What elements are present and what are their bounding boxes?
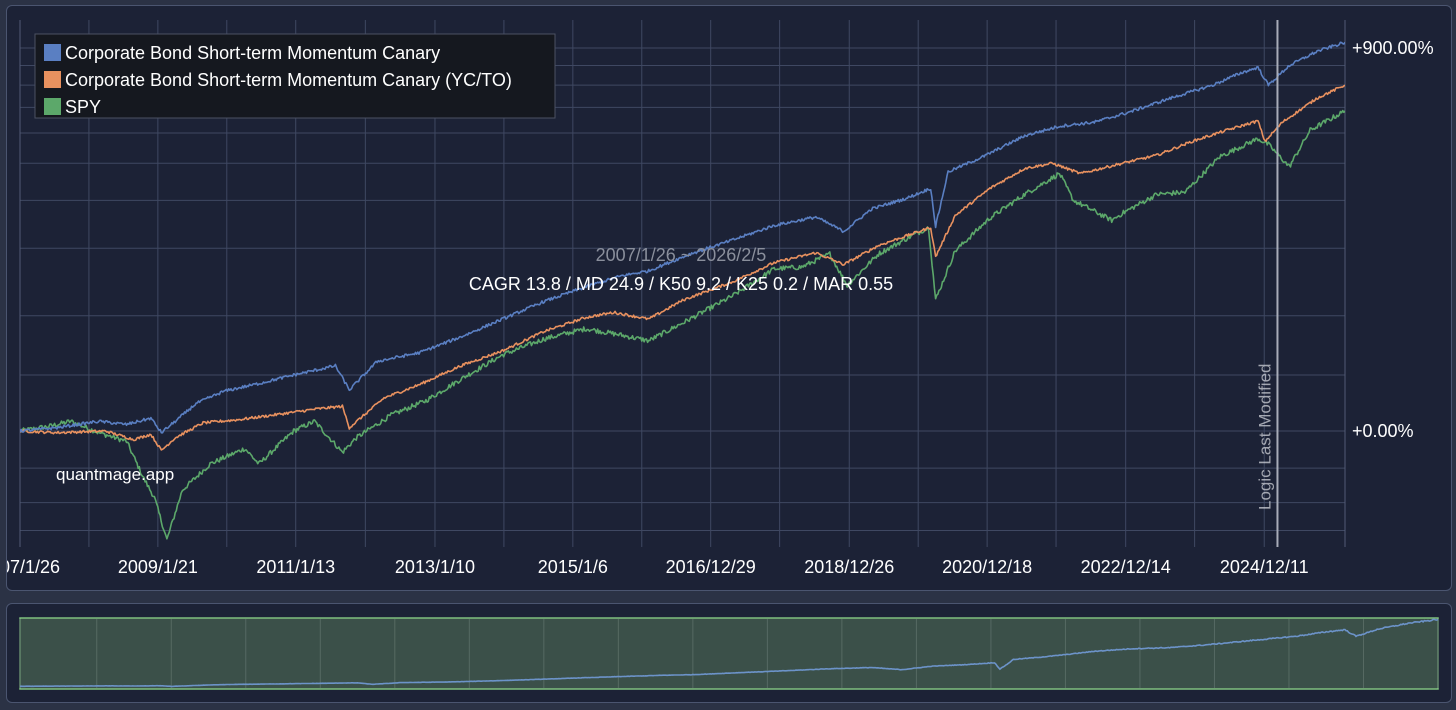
- x-tick-label: 2011/1/13: [256, 557, 335, 577]
- series-line-0: [20, 41, 1345, 434]
- series-line-2: [20, 109, 1345, 540]
- y-axis-ticks: +900.00% +0.00%: [1352, 38, 1434, 441]
- legend-label[interactable]: Corporate Bond Short-term Momentum Canar…: [65, 43, 440, 63]
- series-line-1: [20, 84, 1345, 451]
- x-tick-label: 2007/1/26: [0, 557, 60, 577]
- legend-box: [34, 33, 556, 119]
- navigator[interactable]: [19, 617, 1439, 690]
- x-tick-label: 2022/12/14: [1081, 557, 1171, 577]
- legend-label[interactable]: Corporate Bond Short-term Momentum Canar…: [65, 70, 512, 90]
- navigator-series-line: [19, 618, 1439, 688]
- legend-swatch: [44, 44, 61, 61]
- y-tick-label: +900.00%: [1352, 38, 1434, 58]
- x-tick-label: 2018/12/26: [804, 557, 894, 577]
- date-range-label: 2007/1/26 ~ 2026/2/5: [596, 245, 767, 265]
- navigator-window[interactable]: [19, 617, 1439, 690]
- x-tick-label: 2009/1/21: [118, 557, 198, 577]
- watermark-text: quantmage.app: [56, 465, 174, 484]
- stats-label: CAGR 13.8 / MD 24.9 / K50 9.2 / K25 0.2 …: [469, 274, 893, 294]
- x-tick-label: 2020/12/18: [942, 557, 1032, 577]
- y-tick-label: +0.00%: [1352, 421, 1414, 441]
- marker-label: Logic Last Modified: [1255, 364, 1274, 510]
- x-tick-label: 2015/1/6: [538, 557, 608, 577]
- legend[interactable]: Corporate Bond Short-term Momentum Canar…: [34, 33, 556, 119]
- logic-last-modified-marker: Logic Last Modified: [1255, 20, 1279, 547]
- legend-swatch: [44, 98, 61, 115]
- series-group: [20, 41, 1345, 540]
- legend-label[interactable]: SPY: [65, 97, 101, 117]
- legend-swatch: [44, 71, 61, 88]
- x-tick-label: 2016/12/29: [666, 557, 756, 577]
- x-axis-ticks: 2007/1/26 2009/1/21 2011/1/13 2013/1/10 2015…: [0, 557, 1309, 577]
- x-tick-label: 2013/1/10: [395, 557, 475, 577]
- x-tick-label: 2024/12/11: [1220, 557, 1309, 577]
